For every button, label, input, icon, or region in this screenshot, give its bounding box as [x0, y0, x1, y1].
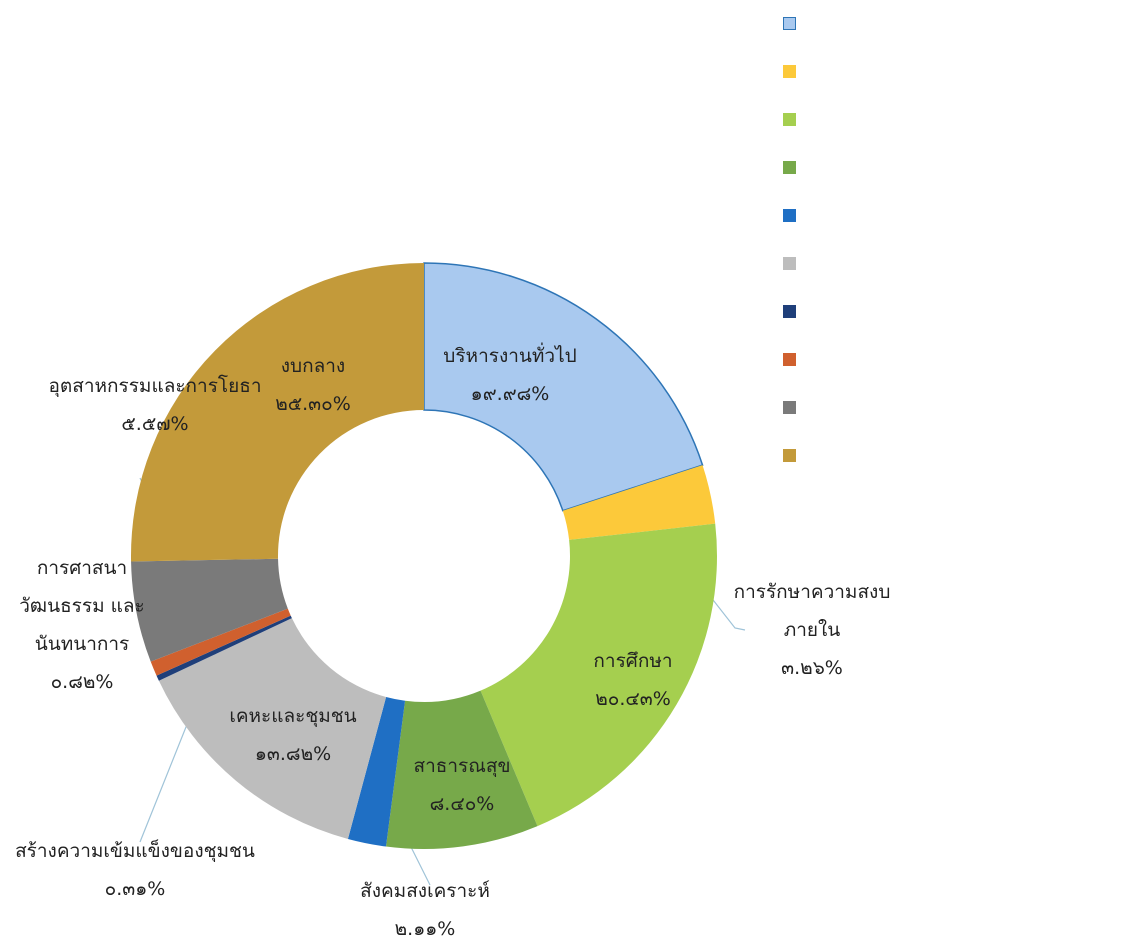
data-label: สร้างความเข้มแข็งของชุมชน๐.๓๑%: [15, 832, 255, 908]
data-label: เคหะและชุมชน๑๓.๘๒%: [183, 697, 403, 773]
donut-slice: [131, 263, 424, 562]
data-label: งบกลาง๒๕.๓๐%: [203, 347, 423, 423]
data-label-name: สาธารณสุข: [413, 755, 511, 777]
data-label: บริหารงานทั่วไป๑๙.๙๘%: [380, 337, 640, 413]
data-label-value: ๑๓.๘๒%: [254, 743, 332, 765]
data-label: อุตสาหกรรมและการโยธา๕.๕๗%: [45, 367, 265, 443]
data-label-name: การศาสนา วัฒนธรรม และนันทนาการ: [19, 557, 145, 655]
legend-swatch: [783, 16, 796, 30]
legend-swatch: [783, 256, 796, 270]
data-label-value: ๓.๒๖%: [781, 657, 843, 679]
data-label-name: การศึกษา: [593, 650, 673, 672]
donut-slice: [156, 615, 292, 681]
data-label-name: บริหารงานทั่วไป: [443, 345, 577, 367]
legend-item: เคหะและชุมชน: [783, 248, 802, 278]
legend-swatch: [783, 160, 796, 174]
legend-swatch: [783, 400, 796, 414]
data-label-value: ๒๐.๔๓%: [595, 688, 671, 710]
data-label-name: การรักษาความสงบภายใน: [733, 581, 891, 641]
data-label-name: เคหะและชุมชน: [229, 705, 357, 727]
data-label: การศาสนา วัฒนธรรม และนันทนาการ๐.๘๒%: [7, 549, 157, 701]
data-label-value: ๕.๕๗%: [121, 413, 189, 435]
donut-slice: [347, 696, 406, 847]
legend-item: สังคมสงเคราะห์: [783, 200, 802, 230]
legend-item: อุตสาหกรรมและการโยธา: [783, 392, 802, 422]
data-label: การรักษาความสงบภายใน๓.๒๖%: [707, 573, 917, 687]
legend-swatch: [783, 352, 796, 366]
data-label-value: ๐.๘๒%: [50, 671, 114, 693]
legend-swatch: [783, 64, 796, 78]
donut-slice: [562, 465, 716, 540]
donut-slice: [385, 690, 538, 849]
data-label: การศึกษา๒๐.๔๓%: [533, 642, 733, 718]
data-label-name: สังคมสงเคราะห์: [360, 880, 490, 902]
data-label-value: ๒.๑๑%: [394, 918, 456, 940]
data-label-name: สร้างความเข้มแข็งของชุมชน: [15, 840, 255, 862]
legend-item: งบกลาง: [783, 440, 802, 470]
data-label-name: งบกลาง: [280, 355, 346, 377]
legend-swatch: [783, 304, 796, 318]
donut-slice: [131, 558, 288, 662]
legend-swatch: [783, 112, 796, 126]
donut-slice: [150, 608, 291, 676]
data-label-value: ๘.๔๐%: [429, 793, 495, 815]
legend-item: การศาสนา วัฒนธรรม และนันทนาการ: [783, 344, 802, 374]
donut-slice: [158, 618, 387, 839]
donut-slice: [480, 523, 718, 827]
data-label-value: ๐.๓๑%: [104, 878, 166, 900]
legend-swatch: [783, 208, 796, 222]
data-label-value: ๒๕.๓๐%: [275, 393, 351, 415]
data-label-name: อุตสาหกรรมและการโยธา: [48, 375, 262, 397]
legend-swatch: [783, 448, 796, 462]
data-label: สังคมสงเคราะห์๒.๑๑%: [295, 872, 555, 948]
legend-item: สร้างความเข้มแข็งของชุมชน: [783, 296, 802, 326]
data-label-value: ๑๙.๙๘%: [470, 383, 550, 405]
legend-item: บริหารงานทั่วไป: [783, 8, 802, 38]
legend-item: สาธารณสุข: [783, 152, 802, 182]
data-label: สาธารณสุข๘.๔๐%: [362, 747, 562, 823]
donut-slice: [423, 262, 704, 512]
legend-item: การศึกษา: [783, 104, 802, 134]
legend-item: การรักษาความสงบภายใน: [783, 56, 802, 86]
